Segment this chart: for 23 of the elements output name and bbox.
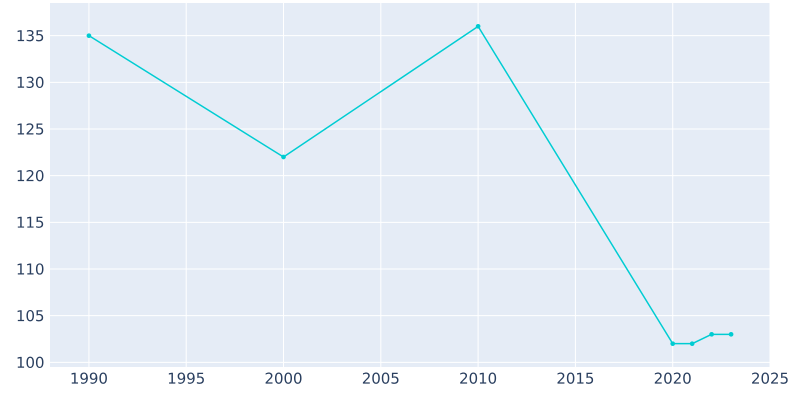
point <box>709 332 714 337</box>
x-tick-label: 2005 <box>362 372 399 384</box>
point <box>728 332 734 337</box>
x-tick-label: 2010 <box>460 372 496 384</box>
x-tick-label: 1990 <box>72 372 107 384</box>
y-tick-label: 100 <box>18 356 44 368</box>
x-tick-label: 2000 <box>266 372 302 384</box>
x-tick-label: 2015 <box>557 372 594 384</box>
y-tick-label: 115 <box>18 216 44 228</box>
x-tick-label: 1995 <box>168 372 204 384</box>
y-tick-label: 110 <box>18 263 44 275</box>
point <box>690 341 695 346</box>
point <box>476 24 480 29</box>
x-tick-label: 2020 <box>654 372 691 384</box>
y-tick-label: 105 <box>18 310 44 322</box>
y-tick-label: 125 <box>18 123 44 135</box>
point <box>670 341 676 346</box>
point <box>281 154 286 160</box>
y-tick-label: 120 <box>18 170 44 182</box>
point <box>86 33 92 38</box>
y-tick-label: 130 <box>18 76 44 88</box>
x-tick-label: 2025 <box>752 372 788 384</box>
y-tick-label: 135 <box>18 30 44 42</box>
